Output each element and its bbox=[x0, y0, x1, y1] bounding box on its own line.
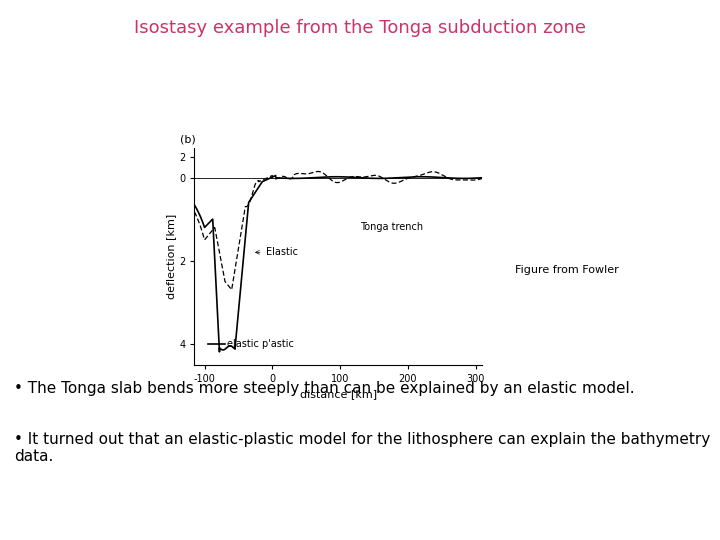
Text: elastic p'astic: elastic p'astic bbox=[227, 339, 294, 349]
X-axis label: distance [km]: distance [km] bbox=[300, 389, 377, 399]
Y-axis label: deflection [km]: deflection [km] bbox=[166, 214, 176, 299]
Text: • The Tonga slab bends more steeply than can be explained by an elastic model.: • The Tonga slab bends more steeply than… bbox=[14, 381, 635, 396]
Text: Isostasy example from the Tonga subduction zone: Isostasy example from the Tonga subducti… bbox=[134, 19, 586, 37]
Text: • It turned out that an elastic-plastic model for the lithosphere can explain th: • It turned out that an elastic-plastic … bbox=[14, 432, 711, 464]
Text: (b): (b) bbox=[180, 134, 196, 144]
Text: Figure from Fowler: Figure from Fowler bbox=[515, 265, 618, 275]
Text: Tonga trench: Tonga trench bbox=[361, 222, 423, 232]
Text: Elastic: Elastic bbox=[256, 247, 297, 258]
